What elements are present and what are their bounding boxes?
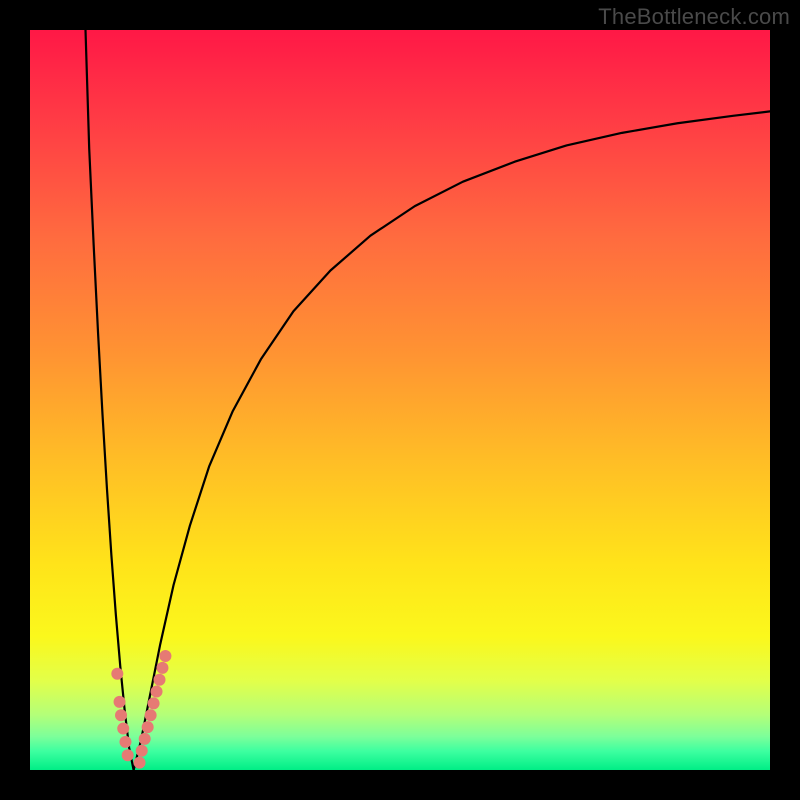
plot-background <box>30 30 770 770</box>
marker-point <box>159 650 171 662</box>
watermark-text: TheBottleneck.com <box>598 4 790 30</box>
marker-point <box>142 721 154 733</box>
marker-point <box>115 709 127 721</box>
marker-point <box>134 757 146 769</box>
marker-point <box>119 736 131 748</box>
marker-point <box>117 723 129 735</box>
marker-point <box>151 686 163 698</box>
marker-point <box>154 674 166 686</box>
marker-point <box>122 749 134 761</box>
plot-svg <box>30 30 770 770</box>
marker-point <box>156 662 168 674</box>
marker-point <box>114 696 126 708</box>
marker-point <box>139 733 151 745</box>
marker-point <box>148 697 160 709</box>
plot-area <box>30 30 770 770</box>
chart-container: TheBottleneck.com <box>0 0 800 800</box>
marker-point <box>136 745 148 757</box>
marker-point <box>145 709 157 721</box>
marker-point <box>111 668 123 680</box>
